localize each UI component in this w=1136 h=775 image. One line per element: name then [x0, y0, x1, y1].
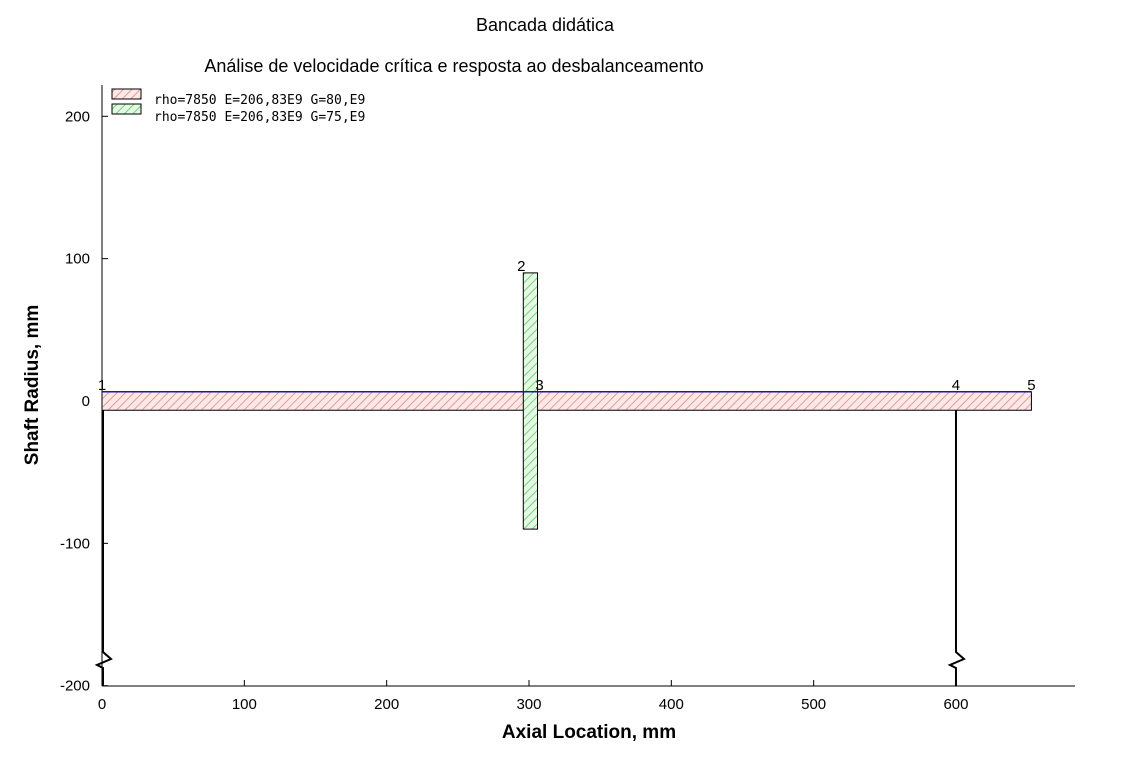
y-tick-label: 200	[65, 108, 90, 125]
legend-label-material-1: rho=7850 E=206,83E9 G=80,E9	[154, 93, 365, 108]
y-tick-label: -100	[60, 535, 90, 552]
support-spring	[94, 401, 113, 686]
y-tick-label: -200	[60, 678, 90, 695]
x-tick-label: 400	[659, 696, 684, 713]
legend: rho=7850 E=206,83E9 G=80,E9 rho=7850 E=2…	[111, 88, 365, 125]
y-tick-label: 0	[82, 393, 90, 410]
x-tick-label: 600	[943, 696, 968, 713]
y-ticks: 200 100 0 -100 -200	[60, 108, 108, 695]
x-axis-label: Axial Location, mm	[502, 722, 676, 743]
station-label: 1	[98, 377, 106, 394]
x-ticks: 0 100 200 300 400 500 600	[98, 680, 968, 713]
supports	[94, 401, 966, 686]
x-tick-label: 500	[801, 696, 826, 713]
legend-swatch-material-1	[111, 88, 142, 100]
station-label: 4	[952, 377, 960, 394]
x-tick-label: 0	[98, 696, 106, 713]
chart-subtitle: Análise de velocidade crítica e resposta…	[204, 56, 703, 76]
chart-title: Bancada didática	[476, 15, 615, 35]
support-spring	[947, 401, 966, 686]
legend-label-material-2: rho=7850 E=206,83E9 G=75,E9	[154, 110, 365, 125]
y-tick-label: 100	[65, 251, 90, 268]
shaft-element	[101, 391, 1032, 411]
shaft-elements	[101, 272, 1032, 530]
x-tick-label: 200	[374, 696, 399, 713]
station-label: 3	[535, 377, 543, 394]
station-label: 5	[1027, 377, 1035, 394]
shaft-element	[522, 272, 539, 530]
station-labels: 1 2 3 4 5	[98, 258, 1036, 394]
legend-swatch-material-2	[111, 103, 142, 115]
x-tick-label: 100	[232, 696, 257, 713]
y-axis-label: Shaft Radius, mm	[22, 305, 43, 465]
x-tick-label: 300	[516, 696, 541, 713]
station-label: 2	[517, 258, 525, 275]
